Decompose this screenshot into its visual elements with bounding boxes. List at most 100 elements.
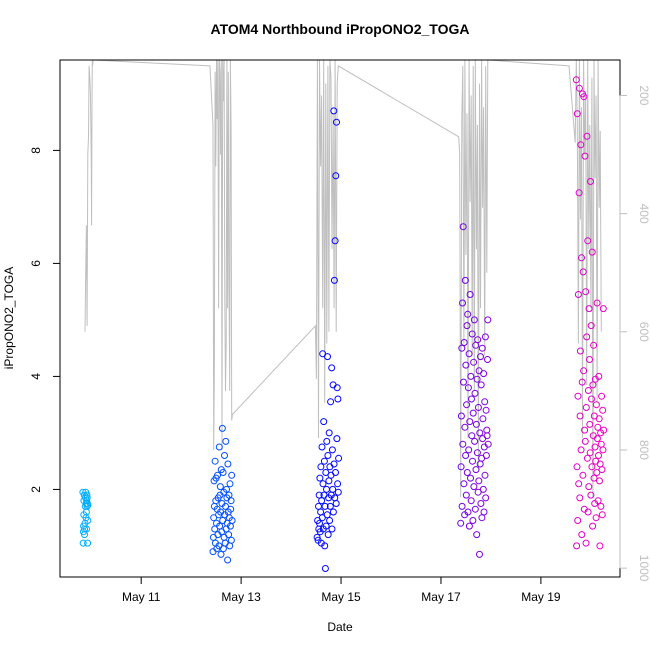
data-point (599, 305, 607, 313)
data-point (575, 189, 583, 197)
y-tick-label: 6 (29, 260, 43, 267)
data-point (581, 426, 589, 434)
data-point (472, 420, 480, 428)
data-point (331, 237, 339, 245)
y-tick-label: 4 (29, 373, 43, 380)
data-point (476, 550, 483, 558)
data-point (477, 353, 484, 361)
data-point (584, 508, 592, 516)
data-point (597, 502, 605, 510)
data-point (465, 446, 473, 454)
data-point (459, 440, 467, 448)
data-point (595, 415, 603, 423)
data-point (473, 449, 481, 457)
data-point (465, 350, 473, 358)
data-point (593, 435, 601, 443)
data-point (470, 483, 478, 491)
data-point (328, 525, 336, 533)
data-point (592, 514, 600, 522)
plot-frame (59, 59, 621, 578)
data-point (589, 522, 597, 530)
data-point (594, 497, 602, 505)
data-point (591, 443, 599, 451)
data-point (473, 531, 481, 539)
data-point (600, 426, 608, 434)
data-point (333, 118, 340, 126)
data-point (225, 531, 233, 539)
data-point (595, 452, 602, 459)
data-point (326, 517, 334, 524)
data-point (474, 404, 482, 411)
data-point (465, 522, 473, 530)
series-1 (79, 488, 92, 547)
data-point (318, 497, 326, 505)
x-tick-label: May 15 (321, 590, 361, 604)
data-point (325, 429, 333, 437)
data-point (317, 508, 325, 516)
data-point (483, 426, 491, 434)
data-point (467, 372, 475, 380)
data-point (583, 333, 591, 341)
chart-title: ATOM4 Northbound iPropONO2_TOGA (211, 21, 470, 37)
y-tick-label: 8 (29, 147, 43, 154)
data-point (594, 423, 602, 431)
data-point (324, 531, 332, 539)
data-point (84, 517, 92, 524)
data-point (482, 494, 490, 502)
data-point (575, 480, 583, 488)
data-point (469, 517, 477, 524)
data-point (483, 432, 491, 440)
data-point (578, 254, 585, 262)
data-point (589, 381, 597, 389)
pressure-line-layer (84, 59, 602, 498)
series-4 (457, 223, 492, 558)
data-point (323, 485, 330, 493)
pressure-line (84, 59, 602, 498)
data-point (477, 381, 485, 389)
data-point (575, 84, 583, 92)
data-point (227, 497, 235, 505)
data-point (224, 460, 232, 468)
data-point (459, 223, 467, 231)
data-point (460, 480, 468, 488)
data-point (588, 248, 596, 256)
y-tick-label: 2 (29, 486, 43, 493)
data-point (467, 474, 474, 482)
data-point (322, 469, 330, 476)
data-point (222, 437, 230, 445)
data-point (217, 550, 225, 558)
data-point (593, 299, 601, 307)
x-tick-label: May 17 (421, 590, 461, 604)
data-point (596, 542, 604, 550)
series-5 (572, 76, 608, 550)
data-point (330, 276, 338, 284)
data-point (473, 375, 481, 383)
data-point (324, 452, 332, 459)
data-point (477, 500, 485, 507)
data-point (321, 542, 329, 550)
data-point (481, 333, 489, 341)
series-2 (209, 424, 236, 564)
y2-axis: 200 400 600 800 1000 (619, 85, 650, 582)
data-point (596, 477, 603, 485)
data-point (222, 502, 229, 510)
data-point (327, 471, 335, 479)
data-point (576, 494, 584, 502)
data-point (468, 432, 476, 440)
data-point (221, 452, 228, 459)
data-point (464, 508, 472, 516)
data-point (333, 384, 341, 392)
data-point (83, 491, 91, 499)
data-point (478, 514, 486, 522)
data-point (479, 485, 487, 493)
data-point (479, 415, 487, 423)
data-point (328, 364, 336, 372)
data-point (577, 446, 585, 454)
data-point (580, 93, 588, 101)
data-point (469, 457, 476, 465)
data-point (586, 449, 594, 457)
data-point (83, 525, 90, 533)
data-point (329, 508, 337, 516)
data-point (228, 517, 236, 524)
data-point (214, 471, 221, 479)
